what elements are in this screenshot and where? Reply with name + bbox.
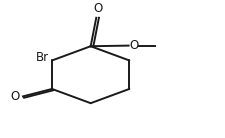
Text: O: O xyxy=(10,91,20,104)
Text: O: O xyxy=(92,2,102,15)
Text: Br: Br xyxy=(35,51,48,64)
Text: O: O xyxy=(129,39,138,52)
